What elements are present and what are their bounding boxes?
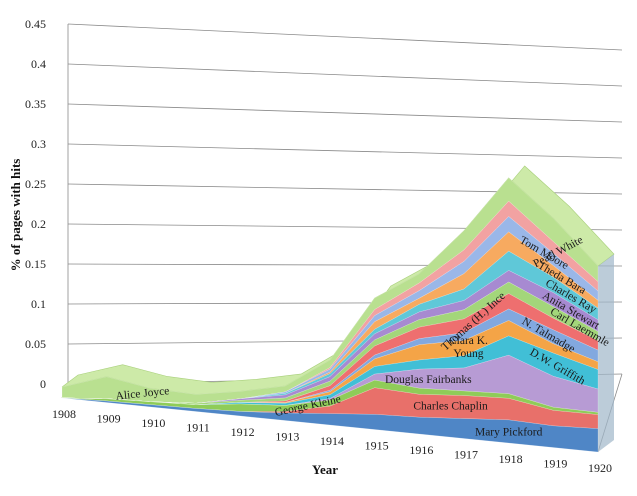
series-label: Alice Joyce	[115, 385, 170, 403]
area-mary-pickford	[61, 397, 599, 453]
area-anita-stewart	[61, 270, 599, 404]
y-tick-label: 0.35	[25, 97, 46, 111]
y-tick-label: 0	[40, 377, 46, 391]
series-label: Douglas Fairbanks	[385, 374, 472, 386]
area-george-kleine	[61, 379, 599, 415]
area-carl-laemmle	[61, 281, 599, 406]
area-n-talmadge	[61, 308, 599, 406]
y-axis-ticks: 0 0.05 0.1 0.15 0.2 0.25 0.3 0.35 0.4 0.45	[25, 17, 46, 391]
x-tick-label: 1913	[275, 430, 299, 444]
x-tick-label: 1909	[97, 412, 121, 426]
area-tom-moore	[61, 216, 599, 404]
x-tick-label: 1916	[409, 443, 433, 457]
x-tick-label: 1911	[186, 421, 210, 435]
y-tick-label: 0.15	[25, 257, 46, 271]
y-tick-label: 0.4	[31, 57, 46, 71]
x-tick-label: 1910	[141, 416, 165, 430]
area-charles-chaplin	[61, 387, 599, 429]
x-axis-title: Year	[312, 462, 338, 477]
y-axis-title: % of pages with hits	[8, 159, 23, 272]
x-tick-label: 1914	[320, 434, 344, 448]
area-theda-bara	[61, 231, 599, 404]
gridline	[67, 103, 623, 123]
area-end-cap	[598, 254, 614, 452]
y-tick-label: 0.05	[25, 337, 46, 351]
gridline	[67, 23, 623, 51]
series-label: Charles Chaplin	[413, 401, 488, 413]
x-tick-label: 1919	[543, 457, 567, 471]
x-axis-ticks: 1908 1909 1910 1911 1912 1913 1914 1915 1916 1917…	[52, 407, 612, 475]
x-tick-label: 1908	[52, 407, 76, 421]
data-areas	[61, 165, 615, 453]
area-clara-k-young	[61, 320, 599, 406]
series-label: Mary Pickford	[475, 426, 543, 438]
y-tick-label: 0.1	[31, 297, 46, 311]
x-tick-label: 1918	[499, 452, 523, 466]
area-thomas-h-ince	[61, 293, 599, 406]
x-tick-label: 1917	[454, 448, 478, 462]
gridline	[67, 63, 623, 87]
y-tick-label: 0.25	[25, 177, 46, 191]
y-tick-label: 0.2	[31, 217, 46, 231]
gridline	[67, 143, 623, 159]
x-tick-label: 1912	[231, 425, 255, 439]
x-tick-label: 1920	[588, 461, 612, 475]
y-tick-label: 0.3	[31, 137, 46, 151]
x-tick-label: 1915	[365, 439, 389, 453]
series-label: Clara K. Young	[449, 335, 488, 360]
y-tick-label: 0.45	[25, 17, 46, 31]
area-pearl-white	[61, 200, 599, 404]
